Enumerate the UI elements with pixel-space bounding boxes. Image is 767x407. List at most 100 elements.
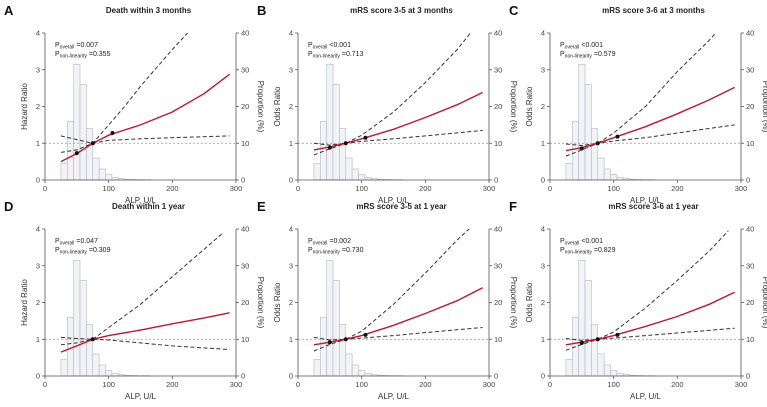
p-nonlinearity-subscript: non-linearity (313, 54, 341, 60)
p-overall-subscript: overall (565, 45, 580, 51)
y-axis-title: Hazard Ratio (20, 279, 29, 326)
y-right-axis-title: Proportion (%) (509, 81, 518, 133)
p-overall-p: P (308, 42, 313, 49)
x-tick-label: 0 (296, 380, 300, 389)
p-overall-subscript: overall (565, 241, 580, 247)
y-right-tick-label: 20 (494, 298, 502, 307)
histogram-bar (319, 120, 327, 181)
y-right-tick-label: 0 (494, 176, 498, 185)
histogram-bar (92, 353, 100, 377)
histogram-bar (98, 364, 106, 377)
histogram-bar (73, 63, 81, 181)
y-tick-label: 3 (289, 261, 293, 270)
histogram-bar (603, 364, 611, 377)
histogram-bar (571, 120, 579, 181)
knot-point (363, 135, 368, 140)
p-nonlinearity-subscript: non-linearity (60, 54, 88, 60)
y-axis-title: Odds Ratio (525, 282, 534, 323)
y-tick-label: 1 (36, 335, 40, 344)
p-overall-p: P (560, 42, 565, 49)
p-nonlinearity-subscript: non-linearity (60, 250, 88, 256)
p-nonlinearity: Pnon-linearity =0.829 (560, 247, 616, 256)
y-right-tick-label: 0 (746, 372, 750, 381)
p-overall-value: =0.002 (327, 238, 351, 245)
x-tick-label: 300 (483, 380, 496, 389)
estimate-line (565, 291, 735, 346)
y-right-axis-title: Proportion (%) (256, 81, 265, 133)
p-overall-p: P (55, 238, 60, 245)
x-tick-label: 0 (43, 184, 47, 193)
y-tick-label: 2 (36, 102, 40, 111)
y-right-tick-label: 30 (494, 261, 502, 270)
x-tick-label: 100 (607, 184, 620, 193)
p-overall-subscript: overall (60, 241, 75, 247)
x-tick-label: 100 (607, 380, 620, 389)
knot-point (615, 134, 620, 139)
y-tick-label: 2 (289, 102, 293, 111)
y-tick-label: 3 (36, 65, 40, 74)
y-right-tick-label: 0 (241, 372, 245, 381)
y-axis-title: Odds Ratio (273, 282, 282, 323)
histogram-bar (73, 259, 81, 377)
histogram-bar (105, 174, 113, 181)
y-tick-label: 2 (289, 298, 293, 307)
panel-letter: B (257, 3, 266, 18)
knot-point (595, 337, 600, 342)
y-right-tick-label: 20 (746, 298, 754, 307)
histogram-bar (60, 163, 68, 181)
p-nonlinearity-value: =0.579 (592, 51, 616, 58)
x-tick-label: 300 (230, 380, 243, 389)
y-axis-title: Odds Ratio (273, 86, 282, 127)
p-nonlinearity-p: P (560, 247, 565, 254)
histogram-bar (591, 324, 599, 377)
estimate-line (313, 91, 483, 151)
y-right-tick-label: 10 (494, 335, 502, 344)
knot-point (327, 145, 332, 150)
knot-point (343, 337, 348, 342)
y-tick-label: 0 (289, 176, 293, 185)
x-tick-label: 0 (43, 380, 47, 389)
histogram-bar (86, 324, 94, 377)
y-tick-label: 0 (289, 372, 293, 381)
histogram-bar (345, 157, 353, 181)
y-right-tick-label: 40 (494, 29, 502, 38)
ci-lower-line (313, 129, 483, 156)
ci-lower-line (60, 336, 230, 350)
ci-upper-line (313, 33, 472, 146)
knot-point (595, 141, 600, 146)
p-overall-p: P (560, 238, 565, 245)
knot-point (343, 141, 348, 146)
histogram-bar (313, 163, 321, 181)
histogram-bar (105, 370, 113, 377)
x-tick-label: 0 (548, 380, 552, 389)
histogram-bar (610, 370, 618, 377)
x-tick-label: 300 (483, 184, 496, 193)
x-axis-title: ALP, U/L (630, 392, 662, 401)
x-tick-label: 200 (166, 184, 179, 193)
x-tick-label: 200 (419, 380, 432, 389)
x-tick-label: 200 (419, 184, 432, 193)
y-axis-title: Odds Ratio (525, 86, 534, 127)
p-overall-value: <0.001 (579, 238, 603, 245)
ci-lower-line (313, 327, 483, 352)
p-nonlinearity-value: =0.829 (592, 247, 616, 254)
y-right-axis-title: Proportion (%) (509, 277, 518, 329)
y-right-tick-label: 10 (494, 139, 502, 148)
x-axis-title: ALP, U/L (378, 196, 410, 205)
p-nonlinearity-p: P (308, 247, 313, 254)
y-tick-label: 4 (36, 225, 40, 234)
p-overall-subscript: overall (313, 241, 328, 247)
p-nonlinearity-subscript: non-linearity (565, 54, 593, 60)
knot-point (90, 337, 95, 342)
y-right-tick-label: 20 (241, 102, 249, 111)
histogram-bar (591, 128, 599, 181)
p-nonlinearity: Pnon-linearity =0.579 (560, 51, 616, 60)
y-tick-label: 4 (541, 225, 545, 234)
x-tick-label: 100 (355, 184, 368, 193)
y-right-tick-label: 10 (241, 139, 249, 148)
estimate-line (60, 312, 230, 353)
p-overall-p: P (55, 42, 60, 49)
